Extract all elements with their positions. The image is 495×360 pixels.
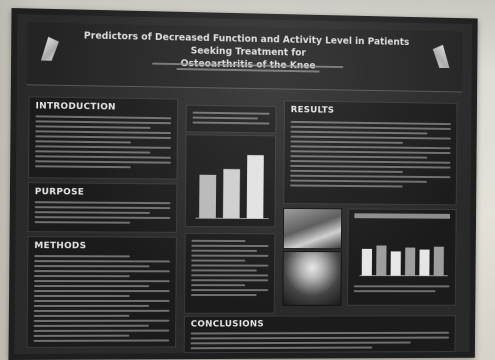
center-text-lines: [190, 239, 269, 299]
methods-panel: METHODS: [26, 236, 177, 348]
center-table-text: [192, 111, 270, 128]
affiliation-text-blur: [176, 67, 321, 73]
center-table-panel: [185, 104, 277, 134]
methods-heading: METHODS: [34, 241, 87, 252]
introduction-text: [35, 115, 172, 171]
conclusions-heading: CONCLUSIONS: [190, 319, 264, 330]
introduction-panel: INTRODUCTION: [27, 96, 179, 180]
chart-bar: [199, 174, 217, 219]
clinical-photo-top: [282, 207, 343, 250]
results-panel: RESULTS: [283, 100, 458, 206]
chart-bar: [361, 248, 373, 276]
chart-bar: [433, 246, 444, 276]
poster-header: Predictors of Decreased Function and Act…: [26, 22, 463, 93]
chart-bar: [404, 247, 416, 276]
chart-bar: [246, 155, 264, 219]
university-logo-right-icon: [433, 45, 450, 69]
purpose-text: [34, 201, 171, 227]
purpose-panel: PURPOSE: [27, 182, 178, 233]
right-chart-title-blur: [354, 213, 451, 219]
introduction-heading: INTRODUCTION: [35, 101, 116, 113]
clinical-photo-knee: [282, 250, 342, 306]
center-chart-panel: [184, 134, 277, 228]
right-chart-caption: [353, 285, 450, 295]
results-heading: RESULTS: [290, 105, 335, 116]
chart-bar: [376, 245, 387, 276]
methods-text: [33, 255, 170, 345]
right-bar-chart: [354, 245, 450, 280]
center-bar-chart: [190, 155, 272, 222]
chart-bar: [222, 168, 241, 219]
right-chart-panel: [347, 208, 457, 306]
chart-bar: [419, 249, 430, 276]
conclusions-panel: CONCLUSIONS: [183, 315, 456, 354]
purpose-heading: PURPOSE: [34, 187, 85, 198]
conclusions-text: [190, 331, 450, 352]
university-logo-left-icon: [41, 37, 59, 61]
chart-bar: [390, 251, 401, 276]
poster-board: Predictors of Decreased Function and Act…: [14, 14, 473, 354]
research-poster: Predictors of Decreased Function and Act…: [8, 8, 478, 360]
results-text: [290, 120, 451, 191]
center-text-panel: [184, 232, 276, 314]
